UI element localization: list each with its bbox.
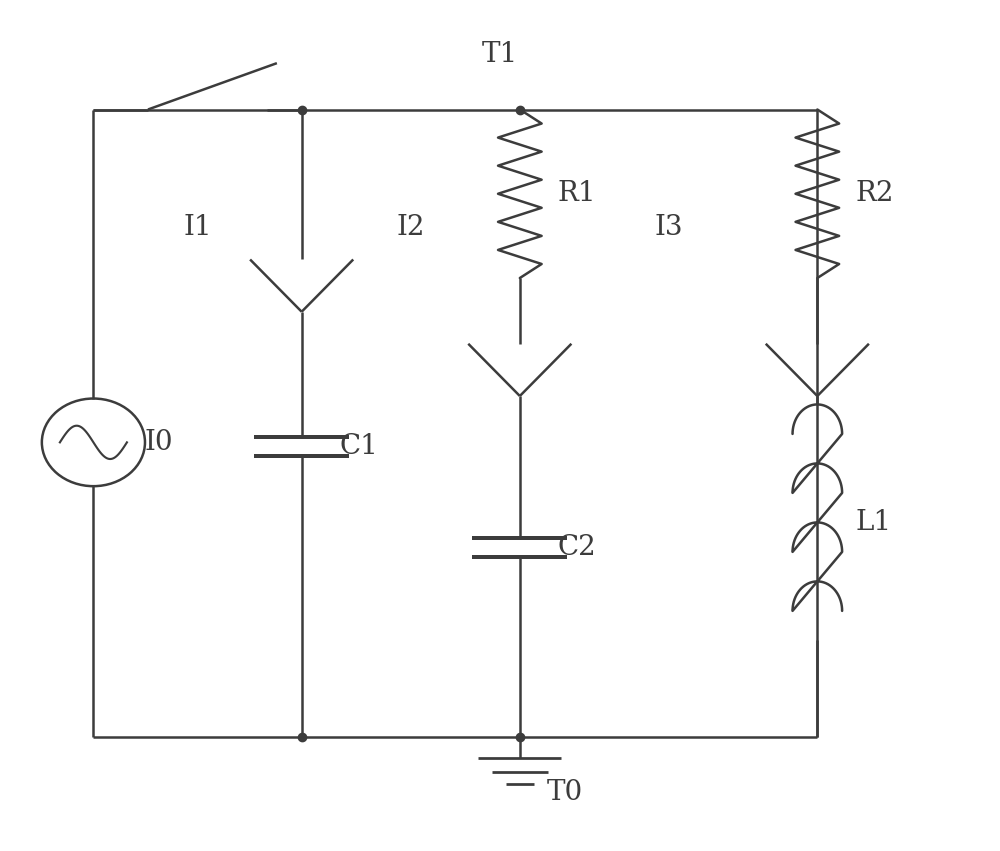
Text: I1: I1	[183, 214, 212, 241]
Text: I2: I2	[397, 214, 425, 241]
Text: C2: C2	[558, 534, 596, 561]
Text: I3: I3	[654, 214, 683, 241]
Text: I0: I0	[145, 429, 174, 456]
Text: R2: R2	[855, 180, 894, 208]
Text: L1: L1	[855, 509, 891, 536]
Text: C1: C1	[339, 433, 378, 460]
Text: R1: R1	[558, 180, 596, 208]
Text: T1: T1	[482, 41, 518, 68]
Text: T0: T0	[546, 779, 583, 806]
